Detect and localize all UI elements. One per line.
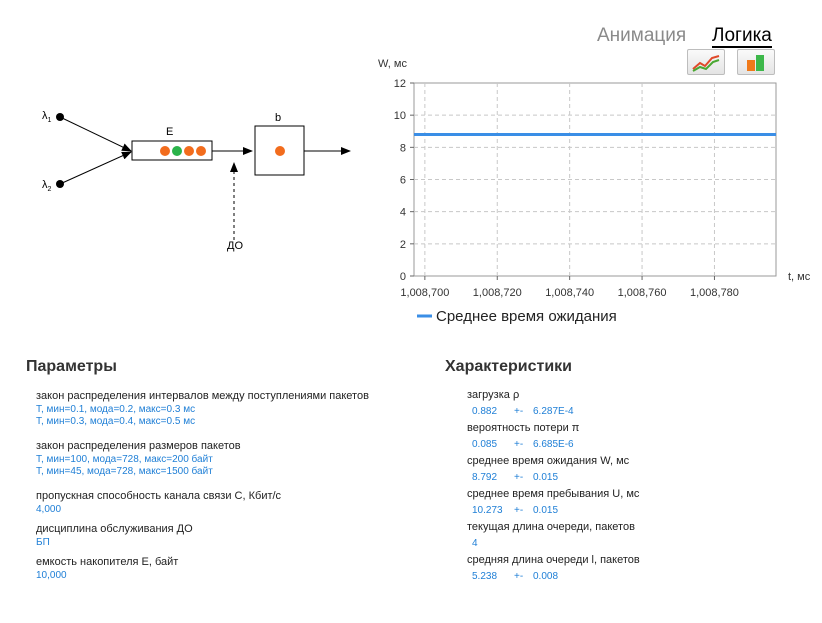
x-tick-label: 1,008,740 bbox=[545, 287, 594, 299]
stats-list: загрузка ρ 0.882 +- 6.287E-4 вероятность пот… bbox=[467, 389, 807, 587]
tab-logic[interactable]: Логика bbox=[712, 25, 772, 48]
stat-value: 10.273 bbox=[472, 505, 503, 516]
param-item: емкость накопителя Е, байт 10,000 bbox=[36, 556, 436, 582]
queue-balls bbox=[160, 146, 206, 156]
stat-error: 6.287E-4 bbox=[533, 406, 574, 417]
y-axis-label: W, мс bbox=[378, 58, 407, 70]
x-axis-label: t, мс bbox=[788, 271, 811, 283]
param-label: дисциплина обслуживания ДО bbox=[36, 523, 193, 535]
queue-packet bbox=[160, 146, 170, 156]
param-value: T, мин=0.1, мода=0.2, макс=0.3 мс bbox=[36, 404, 196, 415]
arrow-source1 bbox=[59, 116, 132, 152]
buffer-label: E bbox=[166, 126, 173, 138]
stat-value: 8.792 bbox=[472, 472, 498, 483]
stat-plusminus: +- bbox=[514, 406, 524, 417]
stat-plusminus: +- bbox=[514, 505, 524, 516]
param-value: 10,000 bbox=[36, 570, 67, 581]
param-label: пропускная способность канала связи С, К… bbox=[36, 490, 282, 502]
stat-value-row: 0.085 +- 6.685E-6 bbox=[467, 439, 807, 453]
stat-label: текущая длина очереди, пакетов bbox=[467, 521, 635, 533]
stat-plusminus: +- bbox=[514, 571, 524, 582]
param-item: дисциплина обслуживания ДО БП bbox=[36, 523, 436, 549]
line-chart-icon bbox=[692, 55, 720, 72]
y-tick-label: 12 bbox=[394, 78, 406, 90]
plot-area bbox=[413, 82, 777, 277]
stat-label: среднее время пребывания U, мс bbox=[467, 488, 640, 500]
queue-packet bbox=[172, 146, 182, 156]
param-value: T, мин=100, мода=728, макс=200 байт bbox=[36, 454, 213, 465]
param-value: T, мин=45, мода=728, макс=1500 байт bbox=[36, 466, 213, 477]
waiting-time-chart: 0 2 4 6 8 10 12 1,008,700 1,008,720 1,008,740 1,00… bbox=[378, 58, 811, 325]
stat-label: средняя длина очереди l, пакетов bbox=[467, 554, 640, 566]
stat-item: загрузка ρ 0.882 +- 6.287E-4 bbox=[467, 389, 807, 422]
stat-plusminus: +- bbox=[514, 439, 524, 450]
tab-animation[interactable]: Анимация bbox=[597, 25, 687, 46]
stat-value-row: 0.882 +- 6.287E-4 bbox=[467, 406, 807, 420]
source2-label: λ2 bbox=[42, 179, 52, 193]
bar-chart-icon bbox=[747, 55, 764, 71]
stat-value: 0.882 bbox=[472, 406, 498, 417]
stat-error: 0.015 bbox=[533, 505, 559, 516]
stat-value-row: 4 bbox=[467, 538, 807, 552]
stat-label: загрузка ρ bbox=[467, 389, 520, 401]
param-value: БП bbox=[36, 537, 50, 548]
stat-label: вероятность потери π bbox=[467, 422, 580, 434]
param-value: 4,000 bbox=[36, 504, 62, 515]
x-tick-label: 1,008,780 bbox=[690, 287, 739, 299]
stat-error: 0.015 bbox=[533, 472, 559, 483]
stat-item: текущая длина очереди, пакетов 4 bbox=[467, 521, 807, 554]
stat-label: среднее время ожидания W, мс bbox=[467, 455, 630, 467]
param-item: пропускная способность канала связи С, К… bbox=[36, 490, 436, 516]
server-label: b bbox=[275, 112, 281, 124]
param-label: емкость накопителя Е, байт bbox=[36, 556, 179, 568]
stat-value: 4 bbox=[472, 538, 478, 549]
stat-plusminus: +- bbox=[514, 472, 524, 483]
param-item: закон распределения интервалов между пос… bbox=[36, 390, 436, 428]
stat-value: 0.085 bbox=[472, 439, 498, 450]
param-label: закон распределения интервалов между пос… bbox=[36, 390, 369, 402]
stat-value: 5.238 bbox=[472, 571, 498, 582]
y-tick-label: 8 bbox=[400, 142, 406, 154]
stat-error: 0.008 bbox=[533, 571, 559, 582]
y-tick-label: 10 bbox=[394, 110, 406, 122]
x-tick-label: 1,008,760 bbox=[618, 287, 667, 299]
stat-error: 6.685E-6 bbox=[533, 439, 574, 450]
queue-diagram: λ1 λ2 E ДО b bbox=[42, 110, 351, 252]
queue-packet bbox=[184, 146, 194, 156]
y-tick-label: 6 bbox=[400, 175, 406, 187]
stat-item: вероятность потери π 0.085 +- 6.685E-6 bbox=[467, 422, 807, 455]
y-tick-label: 4 bbox=[400, 207, 406, 219]
stats-title: Характеристики bbox=[445, 358, 573, 375]
stat-item: средняя длина очереди l, пакетов 5.238 +- 0… bbox=[467, 554, 807, 587]
stat-value-row: 5.238 +- 0.008 bbox=[467, 571, 807, 585]
param-label: закон распределения размеров пакетов bbox=[36, 440, 241, 452]
discipline-label: ДО bbox=[227, 240, 243, 252]
stat-value-row: 8.792 +- 0.015 bbox=[467, 472, 807, 486]
param-item: закон распределения размеров пакетов T, м… bbox=[36, 440, 436, 478]
y-tick-label: 2 bbox=[400, 239, 406, 251]
x-tick-label: 1,008,700 bbox=[400, 287, 449, 299]
bar-chart-button[interactable] bbox=[737, 49, 775, 75]
arrow-source2 bbox=[59, 151, 132, 185]
legend-label: Среднее время ожидания bbox=[436, 308, 617, 325]
params-title: Параметры bbox=[26, 358, 117, 375]
stat-item: среднее время пребывания U, мс 10.273 +- 0.… bbox=[467, 488, 807, 521]
server-packet bbox=[275, 146, 285, 156]
stat-item: среднее время ожидания W, мс 8.792 +- 0.015 bbox=[467, 455, 807, 488]
line-chart-button[interactable] bbox=[687, 49, 725, 75]
source1-label: λ1 bbox=[42, 110, 52, 124]
param-value: T, мин=0.3, мода=0.4, макс=0.5 мс bbox=[36, 416, 196, 427]
params-list: закон распределения интервалов между пос… bbox=[36, 390, 436, 589]
y-tick-label: 0 bbox=[400, 271, 406, 283]
stat-value-row: 10.273 +- 0.015 bbox=[467, 505, 807, 519]
x-tick-label: 1,008,720 bbox=[473, 287, 522, 299]
queue-packet bbox=[196, 146, 206, 156]
